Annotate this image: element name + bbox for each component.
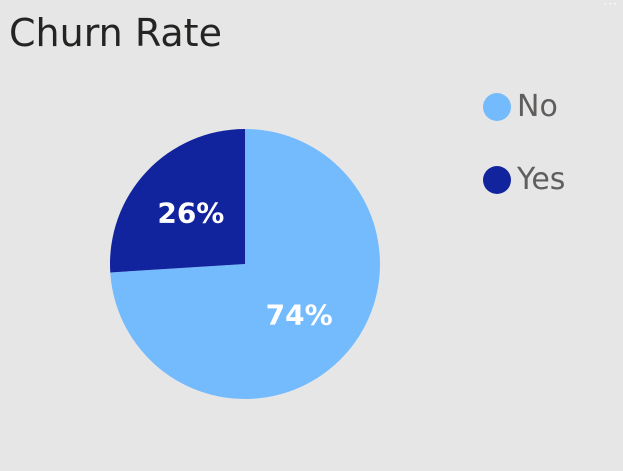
more-options-icon[interactable]: ···: [603, 0, 618, 11]
legend-item-yes[interactable]: Yes: [483, 161, 565, 199]
legend: No Yes: [483, 88, 565, 234]
pie-slice-no[interactable]: [110, 129, 380, 399]
legend-label-no: No: [517, 89, 558, 124]
legend-label-yes: Yes: [517, 162, 566, 197]
pie-slices: [110, 129, 380, 399]
pie-data-labels: 74% 26%: [157, 197, 332, 332]
data-label-yes: 26%: [157, 197, 224, 230]
legend-item-no[interactable]: No: [483, 88, 565, 126]
legend-swatch-no: [483, 93, 511, 121]
pie-slice-yes[interactable]: [110, 129, 245, 273]
legend-swatch-yes: [483, 166, 511, 194]
data-label-no: 74%: [266, 298, 333, 331]
chart-title: Churn Rate: [9, 11, 222, 55]
